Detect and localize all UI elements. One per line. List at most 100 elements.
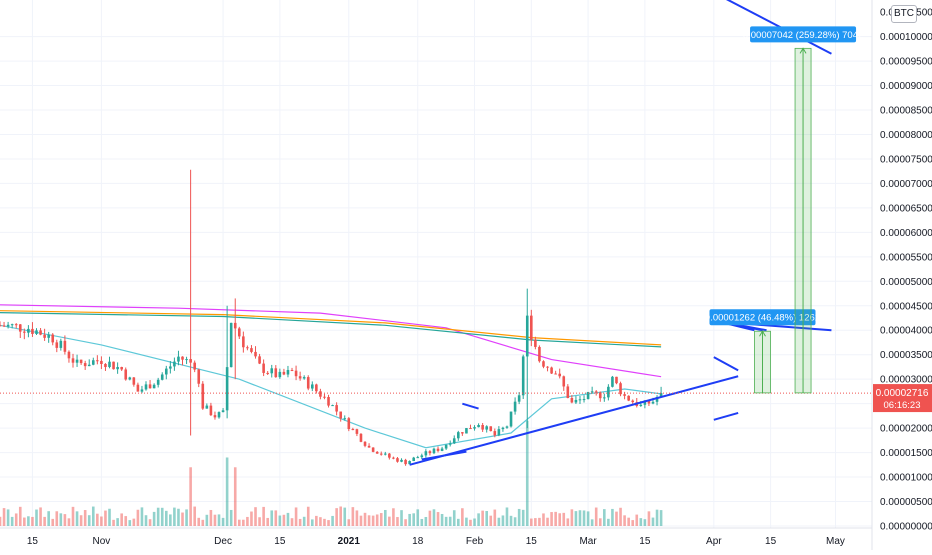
candle-body: [27, 328, 30, 333]
price-range-tool[interactable]: 0.00001262 (46.48%) 1262: [705, 309, 820, 394]
trendline: [713, 411, 739, 421]
price-range-tool[interactable]: 0.00007042 (259.28%) 7042: [743, 26, 863, 394]
volume-bar: [594, 507, 598, 526]
volume-bar: [169, 514, 172, 526]
candle-body: [582, 399, 586, 401]
candle: [404, 458, 407, 466]
volume-bar: [558, 513, 562, 526]
candle-body: [603, 397, 606, 399]
candle-body: [6, 324, 10, 327]
candle-body: [144, 384, 148, 390]
candle-body: [164, 368, 168, 375]
candle: [116, 362, 119, 374]
candle-body: [469, 428, 472, 430]
candle: [96, 355, 99, 365]
candle: [177, 350, 180, 366]
volume-bar: [6, 509, 10, 526]
volume-bar: [225, 457, 229, 526]
candle-body: [266, 372, 269, 374]
volume-bar: [444, 516, 448, 526]
candle: [416, 455, 420, 459]
candle: [75, 354, 79, 367]
volume-bar: [371, 515, 375, 526]
volume-bar: [323, 518, 326, 526]
candle: [424, 449, 428, 458]
volume-bar: [611, 508, 614, 526]
price-axis-label: 0.00004500: [880, 301, 932, 312]
candle-body: [473, 427, 476, 429]
candle-body: [35, 330, 38, 334]
volume-bar: [351, 507, 355, 526]
volume-bar: [152, 511, 156, 526]
volume-bar: [363, 512, 367, 526]
candle: [493, 428, 497, 438]
candle-body: [611, 376, 614, 387]
volume-bar: [185, 509, 188, 526]
volume-bar: [197, 517, 201, 526]
volume-bar: [181, 512, 184, 526]
candle-body: [39, 330, 42, 335]
candle: [10, 323, 14, 329]
candle-body: [197, 369, 201, 384]
price-axis-label: 0.00006000: [880, 228, 932, 239]
volume-bar: [659, 510, 663, 526]
volume-bar: [485, 511, 488, 526]
volume-bar: [631, 520, 635, 526]
candle-body: [534, 339, 537, 347]
price-axis-label: 0.00003500: [880, 350, 932, 361]
candle-body: [18, 324, 22, 332]
currency-badge[interactable]: BTC: [891, 5, 917, 23]
volume-bar: [302, 516, 306, 526]
candle-body: [538, 346, 541, 362]
candle: [156, 377, 160, 388]
volume-bar: [570, 509, 574, 526]
grid-lines: [0, 0, 872, 528]
volume-bar: [221, 517, 225, 526]
candle-body: [489, 426, 493, 432]
candle-body: [128, 377, 132, 380]
candle: [181, 356, 184, 366]
volume-bar: [643, 519, 647, 526]
volume-bar: [75, 511, 79, 526]
candle-body: [201, 383, 205, 409]
price-range-arrow-head: [759, 330, 766, 337]
candle: [63, 335, 67, 355]
candle: [534, 336, 537, 350]
candle-body: [23, 331, 26, 333]
price-axis-label: 0.00009500: [880, 57, 932, 68]
candle: [306, 375, 310, 391]
candle-body: [181, 356, 184, 360]
candle-body: [619, 383, 622, 395]
volume-bar: [416, 509, 420, 526]
volume-bar: [465, 517, 468, 526]
candle: [315, 383, 318, 394]
last-price-badge-bg: [873, 384, 932, 413]
price-axis-label: 0.00004000: [880, 326, 932, 337]
candle-body: [185, 359, 188, 361]
candle-body: [562, 376, 566, 387]
candle-body: [481, 424, 484, 430]
volume-bar: [542, 513, 545, 526]
candle-body: [509, 411, 513, 427]
candle: [120, 366, 123, 371]
candle: [221, 408, 225, 413]
volume-bar: [258, 517, 261, 526]
candle: [35, 328, 38, 335]
time-axis-label: Apr: [706, 536, 722, 547]
candle: [197, 368, 201, 388]
candle: [132, 376, 136, 387]
volume-bar: [530, 518, 533, 526]
moving-average-line: [0, 312, 662, 348]
candle: [457, 430, 460, 441]
candle: [217, 411, 221, 419]
candle-body: [517, 395, 521, 402]
candle-body: [104, 363, 107, 368]
candle: [169, 361, 172, 374]
volume-bar: [35, 509, 38, 526]
candle-body: [189, 359, 192, 363]
candle-body: [343, 418, 347, 420]
candle: [335, 402, 338, 416]
candle-body: [331, 405, 334, 407]
